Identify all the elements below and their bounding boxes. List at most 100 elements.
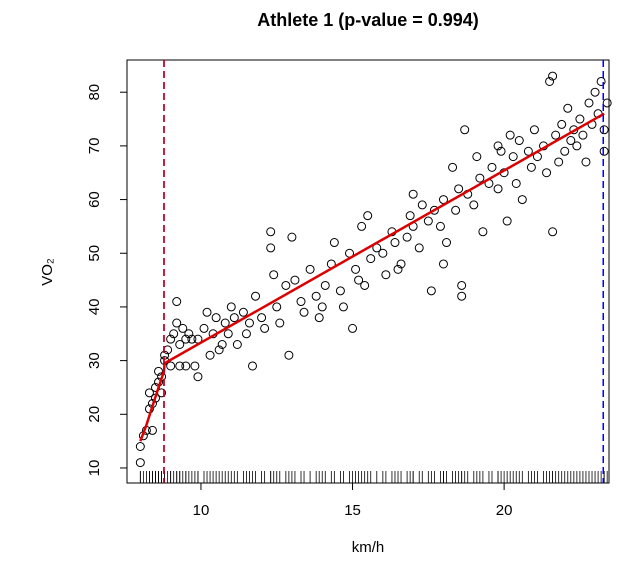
point: [220, 318, 230, 328]
point: [363, 211, 373, 221]
point: [223, 329, 233, 339]
fit-line: [139, 112, 605, 442]
point: [314, 313, 324, 323]
point: [435, 221, 445, 231]
point: [381, 270, 391, 280]
point: [493, 184, 503, 194]
point: [199, 323, 209, 333]
y-axis-label: VO₂: [39, 258, 56, 286]
point: [181, 361, 191, 371]
point: [299, 307, 309, 317]
point: [290, 275, 300, 285]
point: [214, 345, 224, 355]
point: [135, 458, 145, 468]
point: [275, 318, 285, 328]
point: [396, 259, 406, 269]
point: [451, 205, 461, 215]
point: [493, 141, 503, 151]
point: [469, 200, 479, 210]
point: [457, 291, 467, 301]
point: [266, 243, 276, 253]
point: [351, 264, 361, 274]
point: [147, 425, 157, 435]
point: [426, 286, 436, 296]
point: [166, 334, 176, 344]
point: [248, 361, 258, 371]
point: [269, 270, 279, 280]
point: [226, 302, 236, 312]
point: [335, 286, 345, 296]
point: [599, 146, 609, 156]
point: [472, 152, 482, 162]
point: [202, 307, 212, 317]
point: [305, 264, 315, 274]
point: [184, 329, 194, 339]
y-tick-label: 60: [86, 191, 103, 208]
point: [551, 130, 561, 140]
y-tick-label: 40: [86, 299, 103, 316]
y-tick-label: 10: [86, 460, 103, 477]
point: [402, 232, 412, 242]
point: [545, 76, 555, 86]
point: [251, 291, 261, 301]
point: [542, 168, 552, 178]
plot-frame: [126, 59, 610, 484]
point: [238, 307, 248, 317]
point: [287, 232, 297, 242]
x-tick-label: 20: [496, 502, 513, 519]
point: [526, 162, 536, 172]
point: [241, 329, 251, 339]
point: [232, 340, 242, 350]
point: [523, 146, 533, 156]
point: [502, 216, 512, 226]
y-tick-label: 30: [86, 352, 103, 369]
point: [408, 189, 418, 199]
point: [169, 329, 179, 339]
point: [548, 71, 558, 81]
point: [390, 238, 400, 248]
point: [187, 334, 197, 344]
point: [529, 125, 539, 135]
point: [178, 323, 188, 333]
point: [508, 152, 518, 162]
point: [548, 227, 558, 237]
point: [205, 350, 215, 360]
point: [175, 361, 185, 371]
point: [229, 313, 239, 323]
point: [281, 280, 291, 290]
point: [517, 195, 527, 205]
y-tick-label: 80: [86, 84, 103, 101]
point: [578, 130, 588, 140]
point: [429, 205, 439, 215]
point: [511, 178, 521, 188]
point: [442, 238, 452, 248]
point: [599, 125, 609, 135]
point: [448, 162, 458, 172]
point: [172, 297, 182, 307]
point: [144, 388, 154, 398]
point: [166, 361, 176, 371]
point: [496, 146, 506, 156]
point: [135, 441, 145, 451]
point: [329, 238, 339, 248]
point: [378, 248, 388, 258]
point: [172, 318, 182, 328]
point: [438, 259, 448, 269]
point: [357, 221, 367, 231]
x-axis-label: km/h: [352, 539, 385, 556]
point: [393, 264, 403, 274]
point: [244, 318, 254, 328]
point: [296, 297, 306, 307]
point: [505, 130, 515, 140]
x-tick-label: 15: [344, 502, 361, 519]
point: [560, 146, 570, 156]
point: [257, 313, 267, 323]
point: [566, 136, 576, 146]
point: [423, 216, 433, 226]
point: [175, 340, 185, 350]
point: [572, 141, 582, 151]
point: [272, 302, 282, 312]
point: [584, 98, 594, 108]
point: [260, 323, 270, 333]
